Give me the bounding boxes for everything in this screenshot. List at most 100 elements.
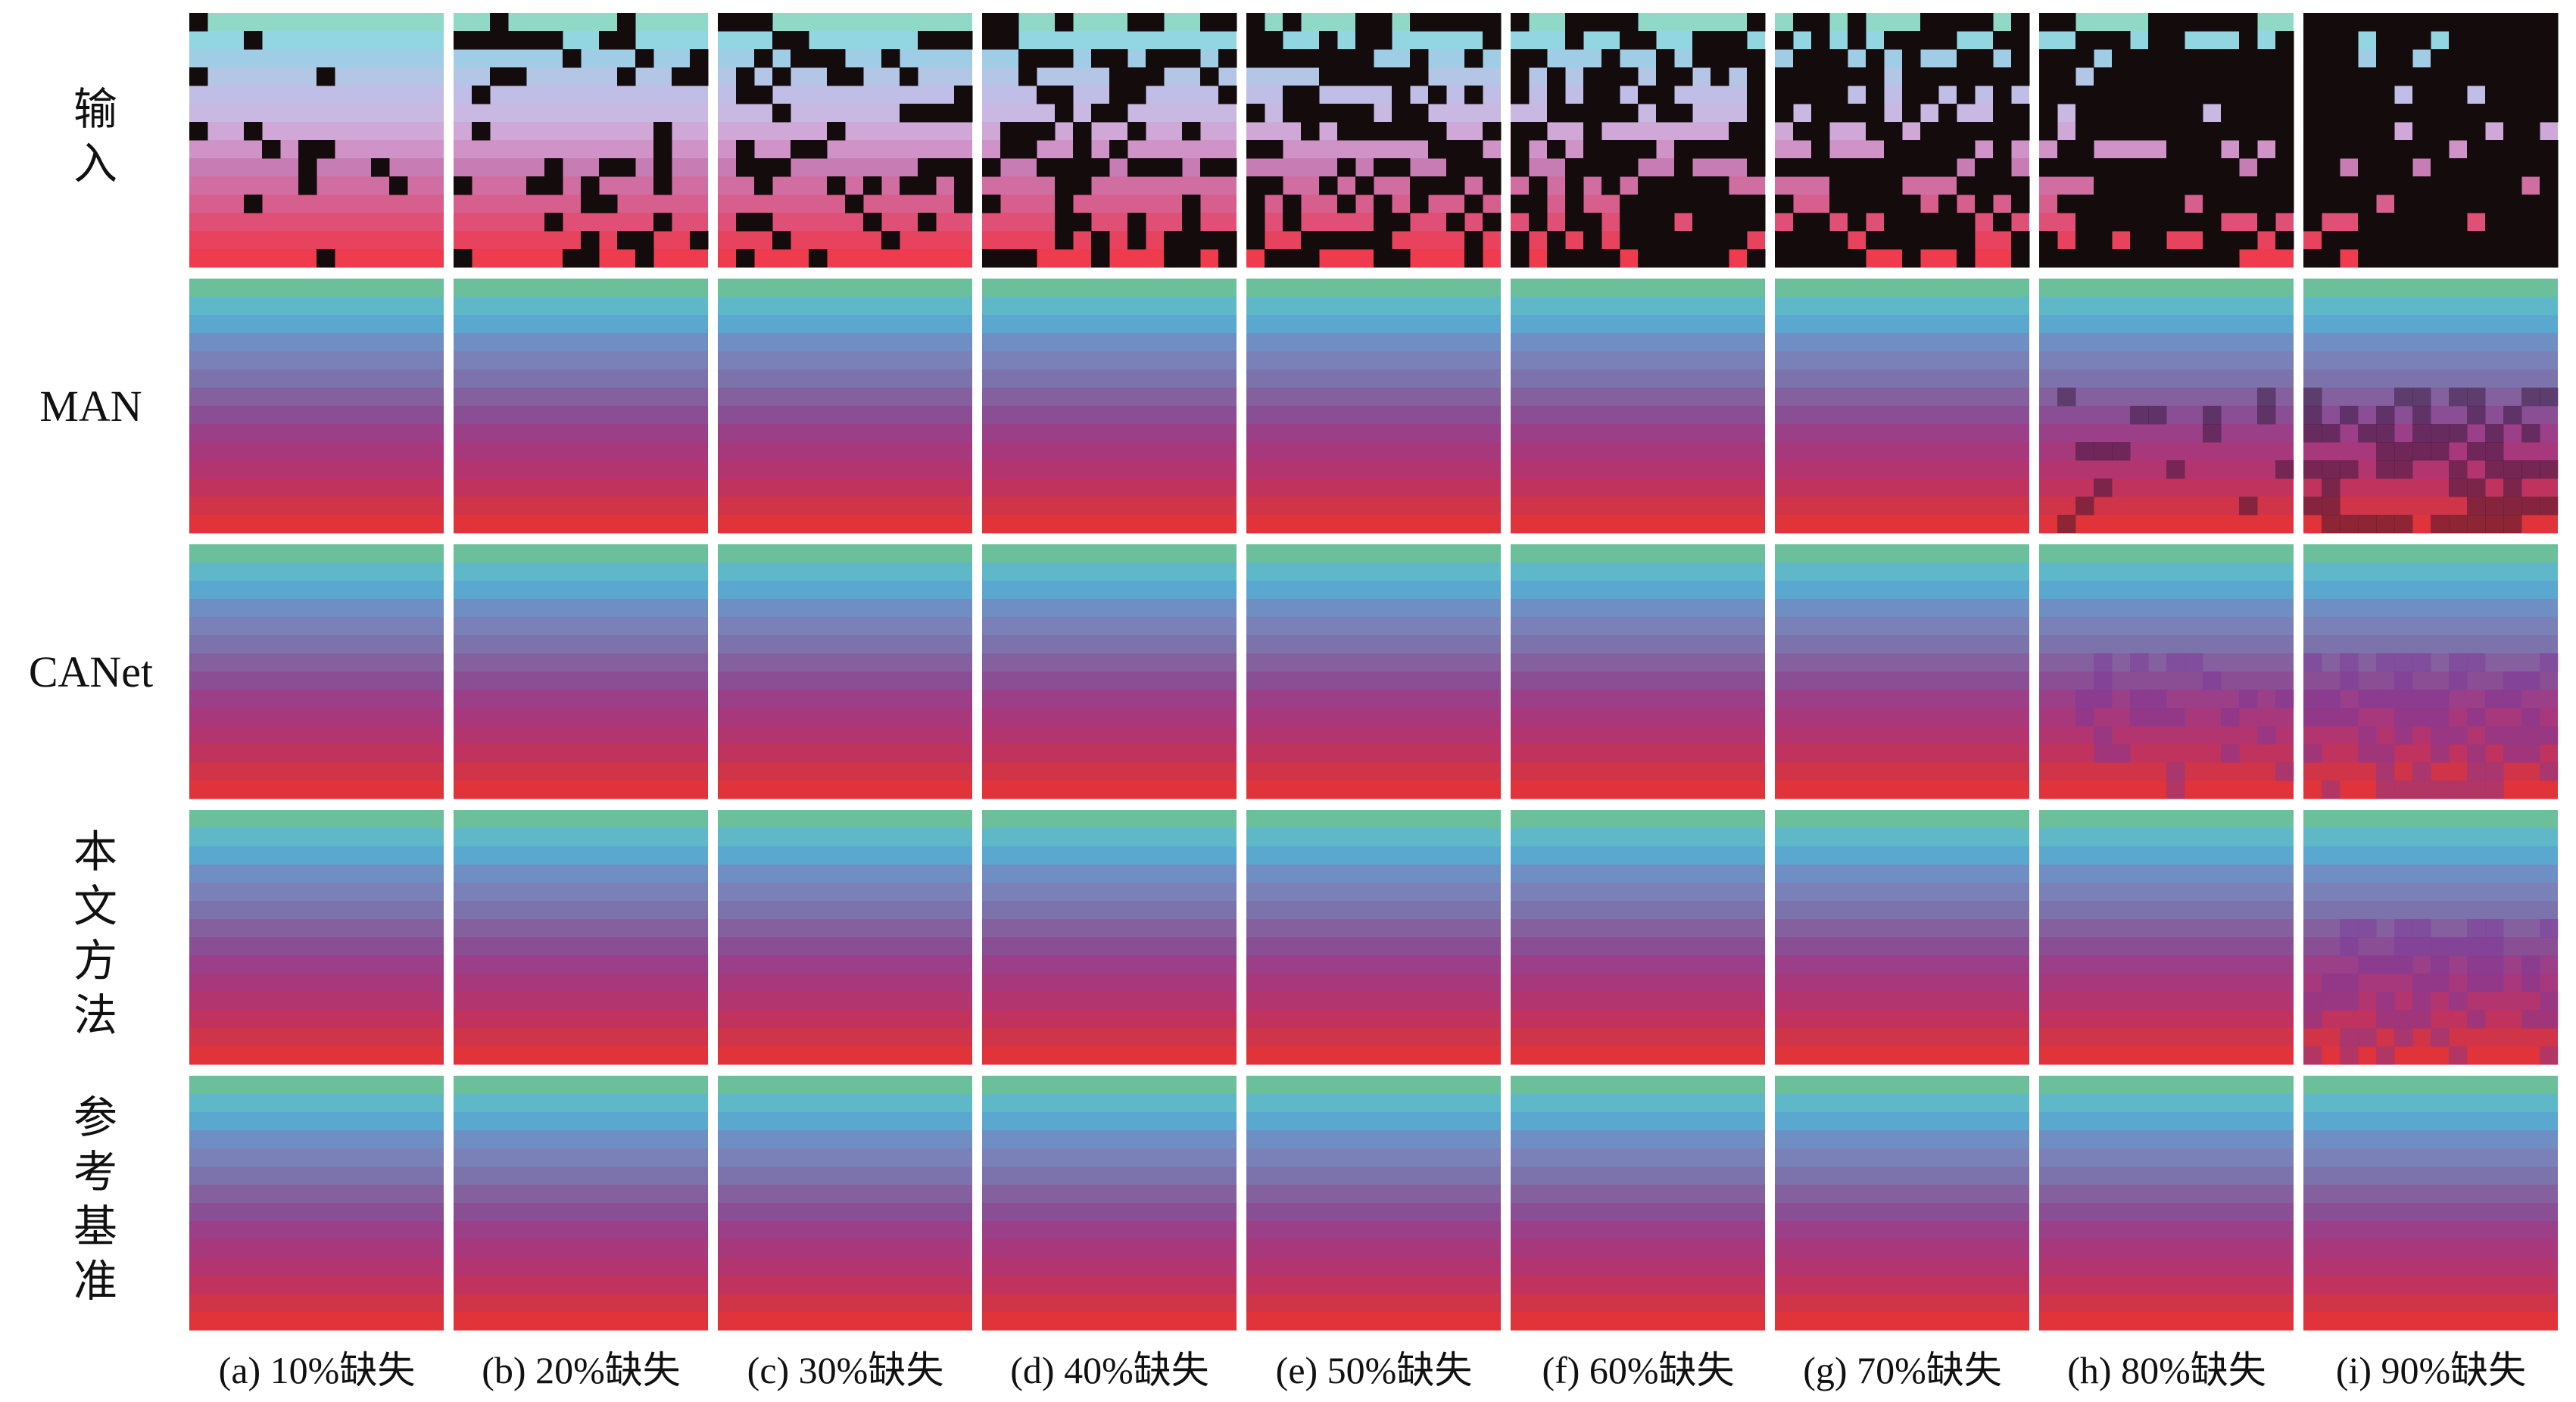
stripe [189, 1203, 444, 1222]
stripe [2039, 1094, 2294, 1113]
artifact [2094, 442, 2113, 461]
missing-pixel [1793, 231, 1812, 250]
missing-pixel [2503, 31, 2522, 50]
artifact [2449, 671, 2468, 690]
missing-pixel [1711, 195, 1729, 213]
missing-pixel [2503, 49, 2522, 68]
missing-pixel [2257, 158, 2276, 177]
missing-pixel [1464, 13, 1483, 32]
artifact [2394, 690, 2413, 709]
stripe [454, 1094, 708, 1113]
missing-pixel [1246, 140, 1265, 159]
missing-pixel [1711, 67, 1729, 86]
missing-pixel [2521, 140, 2540, 159]
stripe [718, 846, 972, 865]
artifact [2449, 1046, 2468, 1065]
missing-pixel [1811, 249, 1830, 268]
missing-pixel [2112, 86, 2131, 104]
stripe [1775, 780, 2029, 799]
missing-pixel [2303, 13, 2322, 32]
stripe [1246, 1167, 1501, 1185]
stripe [454, 279, 708, 298]
missing-pixel [1511, 158, 1530, 177]
artifact [2503, 690, 2522, 709]
artifact [2467, 406, 2486, 425]
stripe [718, 478, 972, 497]
image-tile [189, 279, 444, 534]
missing-pixel [2322, 122, 2341, 141]
missing-pixel [754, 213, 773, 232]
stripe [454, 1203, 708, 1222]
stripe [2039, 690, 2294, 709]
missing-pixel [1692, 176, 1711, 195]
missing-pixel [1957, 249, 1976, 268]
row-label: CANet [28, 646, 154, 696]
stripe [982, 581, 1237, 600]
stripe [718, 442, 972, 461]
missing-pixel [1055, 158, 1074, 177]
stripe [982, 1130, 1237, 1149]
stripe [2039, 846, 2294, 865]
artifact [2148, 690, 2167, 709]
missing-pixel [2303, 31, 2322, 50]
stripe [718, 1167, 972, 1185]
stripe [189, 1094, 444, 1113]
artifact [2412, 708, 2431, 727]
stripe [189, 671, 444, 690]
missing-pixel [2275, 49, 2294, 68]
stripe [718, 617, 972, 636]
missing-pixel [1109, 104, 1128, 123]
missing-pixel [1920, 231, 1939, 250]
stripe [1775, 351, 2029, 370]
stripe [189, 955, 444, 974]
stripe [718, 708, 972, 727]
missing-pixel [1583, 249, 1602, 268]
stripe [454, 544, 708, 563]
missing-pixel [581, 231, 600, 250]
missing-pixel [2412, 122, 2431, 141]
missing-pixel [954, 176, 973, 195]
missing-pixel [2130, 195, 2149, 213]
missing-pixel [2431, 158, 2450, 177]
stripe [718, 919, 972, 938]
stripe [982, 1167, 1237, 1185]
missing-pixel [2203, 86, 2222, 104]
stripe [1511, 846, 1765, 865]
missing-pixel [1283, 49, 1302, 68]
stripe [189, 104, 444, 123]
stripe [982, 865, 1237, 883]
missing-pixel [1692, 31, 1711, 50]
missing-pixel [472, 31, 491, 50]
missing-pixel [490, 13, 509, 32]
missing-pixel [2011, 67, 2030, 86]
missing-pixel [2075, 122, 2094, 141]
artifact [2257, 406, 2276, 425]
missing-pixel [1355, 176, 1374, 195]
missing-pixel [1674, 231, 1693, 250]
caption: (i) 90%缺失 [2335, 1349, 2527, 1391]
image-tile [718, 544, 972, 799]
missing-pixel [1283, 104, 1302, 123]
missing-pixel [2112, 213, 2131, 232]
stripe [1775, 388, 2029, 407]
artifact [2412, 388, 2431, 407]
stripe [718, 544, 972, 563]
missing-pixel [791, 140, 809, 159]
missing-pixel [809, 249, 828, 268]
missing-pixel [1073, 140, 1092, 159]
missing-pixel [1283, 195, 1302, 213]
missing-pixel [1993, 213, 2012, 232]
missing-pixel [2148, 195, 2167, 213]
stripe [2303, 1028, 2558, 1047]
stripe [1246, 460, 1501, 479]
missing-pixel [2112, 195, 2131, 213]
stripe [718, 279, 972, 298]
stripe [2303, 780, 2558, 799]
artifact [2521, 424, 2540, 443]
missing-pixel [772, 231, 791, 250]
missing-pixel [1565, 195, 1584, 213]
stripe [454, 424, 708, 443]
stripe [1246, 1094, 1501, 1113]
missing-pixel [1146, 13, 1165, 32]
